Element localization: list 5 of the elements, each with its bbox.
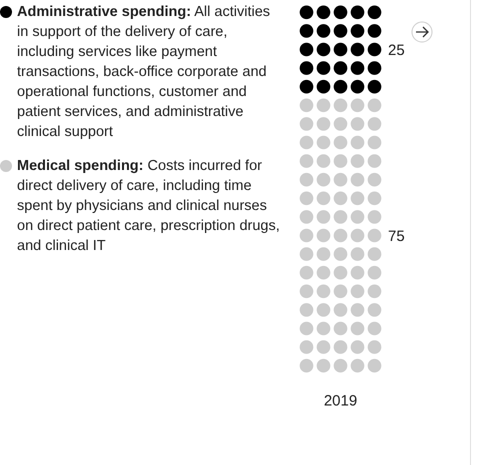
legend-label: Administrative spending: All activities in support of the delivery of care, including services like payment transactions, back-office corporate and operational functions, customer and patient services, and administrative clinical support	[17, 3, 272, 142]
category-label: 2019	[324, 392, 358, 410]
data-label: 25	[388, 42, 405, 59]
legend-label: Medical spending: Costs incurred for direct delivery of care, including time spent by physicians and clinical nurses on direct patient care, prescription drugs, and clinical IT	[17, 157, 281, 256]
data-label: 75	[388, 228, 405, 245]
